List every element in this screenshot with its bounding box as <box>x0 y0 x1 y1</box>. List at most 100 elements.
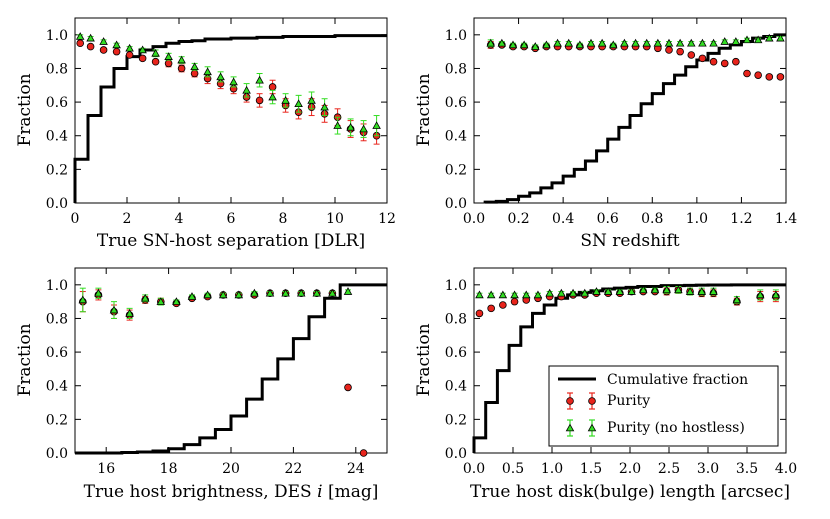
purity-point <box>487 304 495 313</box>
purity-nohostless-point <box>203 290 212 299</box>
purity-nohostless-point <box>597 38 607 47</box>
purity-nohostless-point <box>553 38 562 47</box>
purity-point <box>86 42 95 51</box>
y-tick-label: 1.0 <box>445 28 467 44</box>
x-tick-label: 0.4 <box>552 211 574 227</box>
y-tick-label: 0.6 <box>46 345 68 361</box>
plot-frame <box>473 17 787 204</box>
x-tick-label: 16 <box>97 461 115 477</box>
y-tick-label: 0.2 <box>46 412 68 428</box>
y-axis-label: Fraction <box>414 73 434 146</box>
purity-nohostless-point <box>294 99 303 108</box>
purity-nohostless-point <box>592 287 601 295</box>
purity-nohostless-point <box>343 287 353 295</box>
purity-nohostless-point <box>177 55 186 64</box>
purity-point <box>76 39 84 48</box>
purity-point <box>475 309 484 318</box>
purity-nohostless-point <box>575 40 585 49</box>
purity-nohostless-point <box>172 297 181 305</box>
purity-nohostless-point <box>229 77 238 86</box>
purity-nohostless-point <box>486 290 496 299</box>
purity-point <box>164 59 173 68</box>
y-tick-label: 0.2 <box>445 412 467 428</box>
purity-nohostless-point <box>164 52 173 60</box>
x-tick-label: 2.0 <box>619 461 641 477</box>
y-tick-label: 0.0 <box>445 446 467 462</box>
panel-sn-redshift: 0.0 0.2 0.4 0.6 0.8 1.0 0.0 0.2 0.4 0.6 0.8 1.0 1.2 1… <box>414 17 797 251</box>
purity-nohostless-point <box>328 288 337 297</box>
purity-nohostless-point <box>586 38 596 47</box>
purity-nohostless-point <box>709 38 718 47</box>
purity-point <box>190 69 199 78</box>
purity-nohostless-point <box>720 37 729 45</box>
x-tick-label: 0 <box>71 211 80 227</box>
x-tick-label: 2.5 <box>658 461 680 477</box>
y-tick-label: 1.0 <box>46 278 68 294</box>
purity-nohostless-point <box>687 38 696 47</box>
purity-nohostless-point <box>138 45 147 54</box>
purity-nohostless-point <box>697 287 707 295</box>
x-tick-label: 10 <box>326 211 344 227</box>
purity-point <box>709 57 718 66</box>
purity-nohostless-point <box>281 95 290 104</box>
x-tick-label: 0.6 <box>597 211 619 227</box>
purity-nohostless-point <box>765 33 774 42</box>
legend-purity-label: Purity <box>607 393 650 409</box>
x-tick-label: 12 <box>378 211 396 227</box>
x-tick-label: 0.0 <box>463 461 485 477</box>
purity-nohostless-point <box>234 290 244 299</box>
y-tick-label: 0.4 <box>445 379 467 395</box>
purity-nohostless-point <box>709 287 718 295</box>
legend-purity-nohostless-marker <box>565 419 597 437</box>
purity-nohostless-point <box>557 288 566 297</box>
purity-nohostless-point <box>519 40 529 49</box>
purity-nohostless-point <box>312 288 322 297</box>
purity-point <box>151 57 160 66</box>
y-tick-label: 0.0 <box>46 446 68 462</box>
purity-point <box>754 71 762 79</box>
purity-nohostless-point <box>75 32 85 40</box>
y-tick-label: 0.8 <box>46 311 68 327</box>
purity-nohostless-point <box>296 288 306 297</box>
purity-nohostless-point <box>94 288 103 297</box>
purity-point <box>359 449 368 457</box>
purity-nohostless-point <box>372 121 381 129</box>
purity-point <box>177 64 186 73</box>
purity-nohostless-point <box>675 38 685 47</box>
purity-nohostless-point <box>333 121 342 129</box>
purity-nohostless-point <box>250 288 259 297</box>
purity-nohostless-point <box>742 35 752 44</box>
purity-nohostless-point <box>497 38 507 47</box>
x-tick-label: 0.5 <box>502 461 524 477</box>
x-tick-label: 20 <box>222 461 240 477</box>
purity-nohostless-point <box>650 285 660 294</box>
purity-nohostless-point <box>265 288 275 297</box>
purity-nohostless-point <box>508 40 518 49</box>
plot-frame <box>74 17 388 204</box>
x-tick-label: 2 <box>123 211 132 227</box>
purity-nohostless-point <box>99 37 108 45</box>
purity-nohostless-point <box>755 290 765 299</box>
y-axis-label: Fraction <box>414 323 434 396</box>
purity-nohostless-point <box>580 288 590 297</box>
purity-nohostless-point <box>732 295 742 304</box>
purity-nohostless-point <box>603 287 613 295</box>
purity-nohostless-point <box>346 122 355 131</box>
y-tick-label: 0.6 <box>46 95 68 111</box>
x-axis-label: True host brightness, DES i [mag] <box>84 482 379 502</box>
y-axis-label: Fraction <box>15 73 35 146</box>
legend: Cumulative fraction Purity Purity (no ho… <box>548 365 779 447</box>
purity-nohostless-point <box>203 67 212 76</box>
y-tick-label: 1.0 <box>46 28 68 44</box>
x-tick-label: 1.5 <box>580 461 602 477</box>
purity-nohostless-point <box>255 75 264 84</box>
purity-nohostless-point <box>281 288 290 297</box>
purity-nohostless-point <box>564 38 573 47</box>
purity-nohostless-point <box>685 287 695 295</box>
purity-nohostless-point <box>140 293 150 302</box>
x-tick-label: 1.2 <box>730 211 752 227</box>
purity-nohostless-point <box>216 72 225 81</box>
purity-nohostless-point <box>664 38 674 47</box>
panel-host-disk-length: 0.0 0.2 0.4 0.6 0.8 1.0 0.0 0.5 1.0 1.5 2.0 2.5 3.0 3… <box>414 267 797 502</box>
